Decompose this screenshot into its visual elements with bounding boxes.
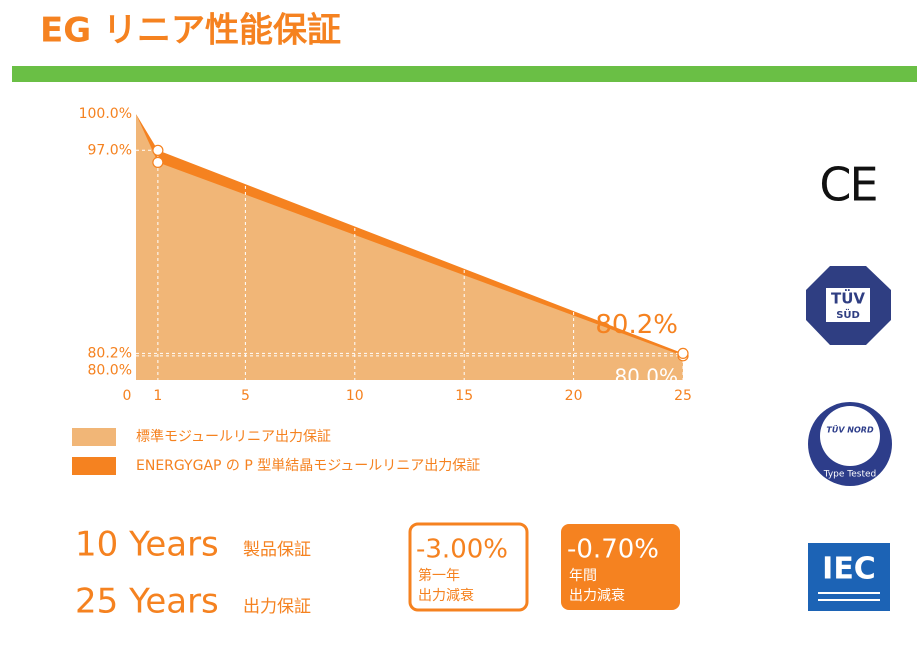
warranty-label: 出力保証	[243, 597, 311, 617]
box-text: 第一年	[418, 567, 460, 584]
tuv-nord-text: TÜV NORD	[826, 425, 874, 435]
box-value: -0.70%	[567, 535, 659, 565]
iec-logo: IEC	[808, 543, 890, 611]
tuv-nord-sub: Type Tested	[823, 470, 877, 480]
legend-swatch	[72, 457, 116, 475]
y-tick-label: 100.0%	[79, 106, 132, 122]
warranty-label: 製品保証	[243, 540, 311, 560]
x-tick-label: 20	[565, 388, 583, 404]
y-tick-label: 80.0%	[88, 362, 132, 378]
tuv-sud-sub: SÜD	[836, 307, 860, 321]
tuv-sud-text: TÜV	[831, 289, 865, 308]
tuv-sud-logo: TÜV SÜD	[806, 266, 891, 345]
box-filled	[561, 524, 680, 610]
title: EG リニア性能保証	[40, 11, 341, 51]
box-text: 年間	[569, 568, 597, 584]
point	[677, 347, 689, 360]
value-label: 80.2%	[595, 310, 678, 340]
y-tick-label: 97.0%	[88, 142, 132, 158]
ce-logo: CE	[819, 158, 876, 212]
box-value: -3.00%	[416, 535, 508, 565]
x-tick-label: 10	[346, 388, 364, 404]
green-bar	[12, 66, 917, 82]
x-tick-label: 5	[241, 388, 250, 404]
iec-text: IEC	[822, 552, 876, 587]
x-tick-label: 1	[153, 388, 162, 404]
area	[136, 114, 683, 381]
y-tick-label: 80.2%	[88, 345, 132, 361]
value-label: 80.0%	[614, 364, 678, 388]
box-outline	[408, 522, 529, 612]
box-text: 出力減衰	[569, 587, 625, 604]
legend-label: 標準モジュールリニア出力保証	[136, 429, 331, 445]
warranty-years: 10 Years	[75, 525, 219, 565]
x-tick-label: 15	[455, 388, 473, 404]
point	[152, 156, 164, 168]
point	[152, 144, 164, 156]
box-text: 出力減衰	[418, 587, 474, 604]
legend-swatch	[72, 428, 116, 446]
chart: 100.0%97.0%80.2%80.0%0 1 5 10 15 20 2580.0%標準モ…	[72, 106, 692, 475]
x-tick-label: 25	[674, 388, 692, 404]
tuv-nord-logo: TÜV NORD Type Tested	[808, 402, 892, 486]
warranty-years: 25 Years	[75, 582, 219, 622]
x-tick-label: 0	[123, 388, 132, 404]
legend-label: ENERGYGAP の P 型単結晶モジュールリニア出力保証	[136, 458, 480, 474]
